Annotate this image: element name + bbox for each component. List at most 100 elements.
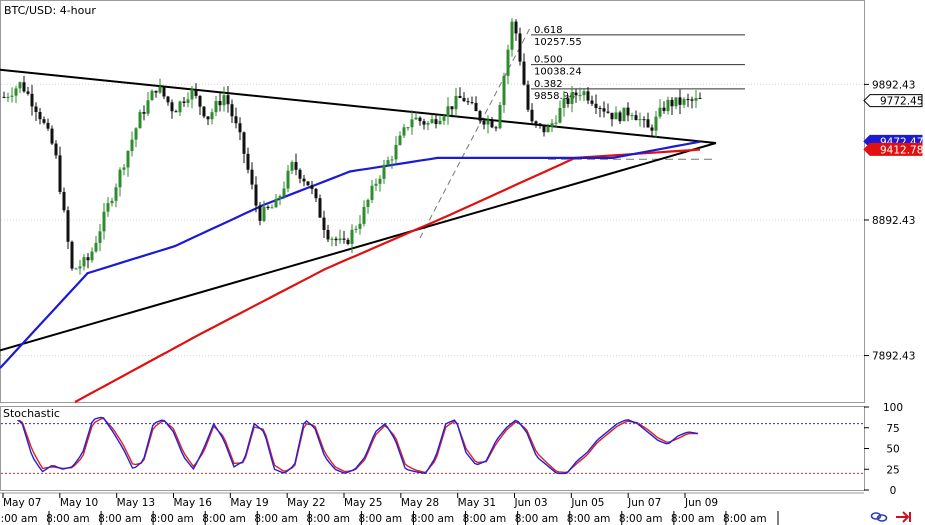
candle-body bbox=[150, 90, 154, 101]
stochastic-title: Stochastic bbox=[3, 407, 60, 420]
candle-body bbox=[302, 178, 306, 182]
candle-body bbox=[694, 98, 698, 101]
candle-body bbox=[618, 112, 622, 122]
candle-body bbox=[562, 98, 566, 108]
candle-body bbox=[18, 82, 22, 89]
candle-body bbox=[154, 90, 158, 93]
candle-body bbox=[442, 116, 446, 121]
candle-body bbox=[346, 239, 350, 244]
candle-body bbox=[98, 231, 102, 243]
date-label: Jun 09 bbox=[684, 497, 718, 509]
candle-body bbox=[234, 116, 238, 124]
candle-body bbox=[378, 178, 382, 184]
fib-price-label: 9858.94 bbox=[534, 91, 575, 102]
candle-body bbox=[42, 119, 46, 123]
date-label: May 16 bbox=[174, 497, 213, 509]
candle-body bbox=[62, 191, 66, 211]
candle-body bbox=[230, 104, 234, 117]
candle-body bbox=[462, 97, 466, 102]
candle-body bbox=[418, 117, 422, 122]
stochastic-axis: 100 75 50 25 0 bbox=[864, 402, 903, 497]
price-axis-label: 8892.43 bbox=[872, 215, 915, 227]
candle-body bbox=[286, 170, 290, 189]
candle-body bbox=[202, 106, 206, 117]
time-label: 8:00 am bbox=[411, 513, 455, 525]
date-label: May 07 bbox=[3, 497, 41, 509]
candle-body bbox=[526, 84, 530, 110]
candle-body bbox=[486, 120, 490, 125]
date-label: May 10 bbox=[60, 497, 98, 509]
candle-body bbox=[118, 169, 122, 188]
candle-body bbox=[602, 108, 606, 112]
candle-body bbox=[222, 95, 226, 106]
candle-body bbox=[406, 127, 410, 129]
candle-body bbox=[494, 127, 498, 129]
candle-body bbox=[398, 135, 402, 145]
candle-body bbox=[190, 89, 194, 100]
candle-body bbox=[590, 100, 594, 104]
time-label: 8:00 am bbox=[150, 513, 194, 525]
date-label: Jun 05 bbox=[570, 497, 604, 509]
candle-body bbox=[250, 169, 254, 185]
candle-body bbox=[174, 111, 178, 113]
candle-body bbox=[554, 122, 558, 124]
blue-moving-average bbox=[0, 140, 701, 369]
time-label: 8:00 am bbox=[46, 513, 90, 525]
red-moving-average bbox=[74, 148, 701, 403]
fib-price-label: 10257.55 bbox=[534, 37, 582, 48]
fib-ratio-label: 0.382 bbox=[534, 79, 563, 90]
stochastic-k-line bbox=[1, 414, 699, 475]
candle-body bbox=[626, 107, 630, 116]
candle-body bbox=[682, 99, 686, 105]
candle-body bbox=[294, 162, 298, 170]
candle-body bbox=[446, 106, 450, 117]
fib-ratio-label: 0.618 bbox=[534, 25, 563, 36]
link-icon[interactable] bbox=[870, 512, 888, 522]
candle-body bbox=[318, 198, 322, 218]
time-axis: May 07 May 10 May 13 May 16 May 19 May 22 May … bbox=[0, 492, 864, 525]
candle-body bbox=[546, 126, 550, 133]
candle-body bbox=[246, 153, 250, 170]
candle-body bbox=[642, 119, 646, 121]
candle-body bbox=[390, 159, 394, 161]
arrow-icon[interactable] bbox=[896, 511, 911, 523]
candle-body bbox=[386, 160, 390, 165]
candle-body bbox=[542, 124, 546, 133]
candle-body bbox=[514, 21, 518, 34]
candle-body bbox=[314, 188, 318, 199]
candle-body bbox=[550, 123, 554, 127]
candle-body bbox=[178, 101, 182, 113]
candle-body bbox=[362, 206, 366, 224]
candle-body bbox=[262, 206, 266, 221]
candle-body bbox=[662, 107, 666, 111]
candle-body bbox=[86, 257, 90, 261]
candle-body bbox=[530, 109, 534, 122]
candle-body bbox=[518, 33, 522, 62]
candle-body bbox=[210, 112, 214, 120]
candle-body bbox=[510, 21, 514, 50]
candle-body bbox=[582, 91, 586, 96]
time-label: 8:00 am bbox=[463, 513, 507, 525]
candle-body bbox=[434, 119, 438, 125]
candle-body bbox=[170, 102, 174, 112]
candle-body bbox=[6, 96, 10, 98]
price-axis-label: 7892.43 bbox=[872, 351, 915, 363]
time-label: 8:00 am bbox=[254, 513, 298, 525]
candle-body bbox=[310, 185, 314, 189]
candle-body bbox=[278, 196, 282, 199]
price-label-box bbox=[863, 94, 923, 108]
candle-body bbox=[374, 183, 378, 186]
candle-body bbox=[666, 99, 670, 111]
fib-price-label: 10038.24 bbox=[534, 67, 582, 78]
candle-body bbox=[454, 95, 458, 110]
candle-body bbox=[26, 91, 30, 94]
candle-body bbox=[414, 117, 418, 120]
candle-body bbox=[678, 97, 682, 105]
date-label: May 31 bbox=[458, 497, 496, 509]
candle-body bbox=[14, 88, 18, 96]
price-axis-label: 9892.43 bbox=[872, 79, 915, 91]
candle-body bbox=[274, 198, 278, 208]
candle-body bbox=[522, 61, 526, 85]
candle-body bbox=[158, 86, 162, 93]
